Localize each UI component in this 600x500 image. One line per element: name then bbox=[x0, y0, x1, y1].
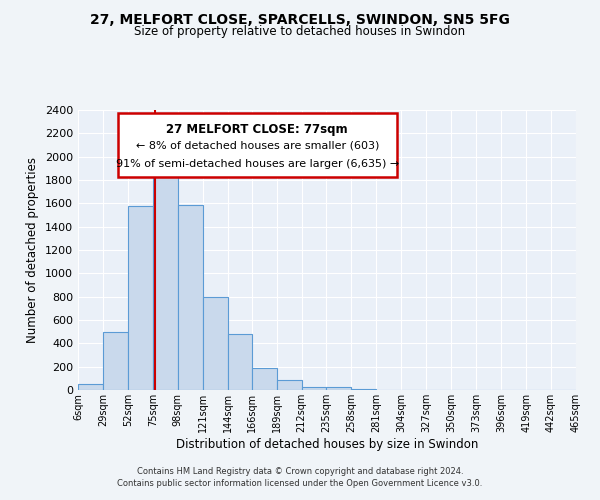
Text: Contains public sector information licensed under the Open Government Licence v3: Contains public sector information licen… bbox=[118, 478, 482, 488]
Y-axis label: Number of detached properties: Number of detached properties bbox=[26, 157, 40, 343]
Text: Size of property relative to detached houses in Swindon: Size of property relative to detached ho… bbox=[134, 25, 466, 38]
Bar bbox=[326, 387, 352, 390]
Bar bbox=[78, 384, 103, 390]
Bar bbox=[251, 368, 277, 390]
FancyBboxPatch shape bbox=[118, 113, 397, 177]
Text: 27 MELFORT CLOSE: 77sqm: 27 MELFORT CLOSE: 77sqm bbox=[166, 122, 348, 136]
Text: 27, MELFORT CLOSE, SPARCELLS, SWINDON, SN5 5FG: 27, MELFORT CLOSE, SPARCELLS, SWINDON, S… bbox=[90, 12, 510, 26]
Bar bbox=[178, 204, 203, 390]
Bar bbox=[352, 389, 376, 390]
Text: 91% of semi-detached houses are larger (6,635) →: 91% of semi-detached houses are larger (… bbox=[116, 159, 399, 169]
Bar bbox=[103, 332, 128, 390]
Bar bbox=[203, 296, 228, 390]
Bar bbox=[128, 206, 153, 390]
X-axis label: Distribution of detached houses by size in Swindon: Distribution of detached houses by size … bbox=[176, 438, 478, 450]
Bar bbox=[302, 386, 326, 390]
Text: ← 8% of detached houses are smaller (603): ← 8% of detached houses are smaller (603… bbox=[136, 141, 379, 151]
Bar bbox=[228, 334, 251, 390]
Bar bbox=[277, 380, 302, 390]
Bar bbox=[153, 162, 178, 390]
Text: Contains HM Land Registry data © Crown copyright and database right 2024.: Contains HM Land Registry data © Crown c… bbox=[137, 467, 463, 476]
